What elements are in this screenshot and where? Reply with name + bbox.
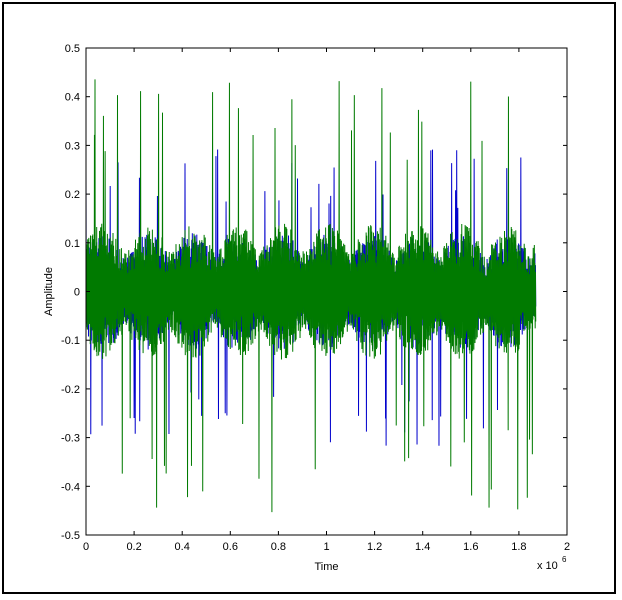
x-multiplier-label: x 10	[537, 560, 558, 572]
y-axis-label: Amplitude	[43, 267, 55, 316]
x-tick-label: 1	[323, 541, 329, 553]
plot-layer	[85, 79, 537, 513]
y-tick-label: -0.1	[61, 335, 80, 347]
x-tick-label: 1.6	[463, 541, 478, 553]
y-tick-label: 0.2	[65, 189, 80, 201]
y-tick-label: -0.2	[61, 384, 80, 396]
y-tick-label: -0.5	[61, 530, 80, 542]
y-tick-label: 0.4	[65, 92, 80, 104]
series-line-2	[85, 79, 537, 513]
x-tick-label: 1.4	[415, 541, 430, 553]
ticks-layer: 0 0.2 0.4 0.6 0.8 1 1.2 1.4 1.6 1.8 2 0.5 0.4 0.3 0.2 0…	[61, 43, 570, 553]
x-multiplier-exponent: 6	[562, 555, 567, 564]
x-tick-label: 1.2	[367, 541, 382, 553]
x-tick-label: 0.8	[271, 541, 286, 553]
x-axis-label: Time	[314, 561, 338, 573]
y-tick-label: -0.4	[61, 481, 80, 493]
y-tick-label: 0.1	[65, 238, 80, 250]
y-tick-label: 0.3	[65, 140, 80, 152]
x-tick-label: 0.4	[175, 541, 190, 553]
x-tick-label: 2	[564, 541, 570, 553]
x-tick-label: 0	[83, 541, 89, 553]
x-tick-label: 0.6	[223, 541, 238, 553]
x-tick-label: 0.2	[126, 541, 141, 553]
x-tick-label: 1.8	[511, 541, 526, 553]
y-tick-label: -0.3	[61, 433, 80, 445]
y-tick-label: 0	[74, 287, 80, 299]
y-tick-label: 0.5	[65, 43, 80, 55]
